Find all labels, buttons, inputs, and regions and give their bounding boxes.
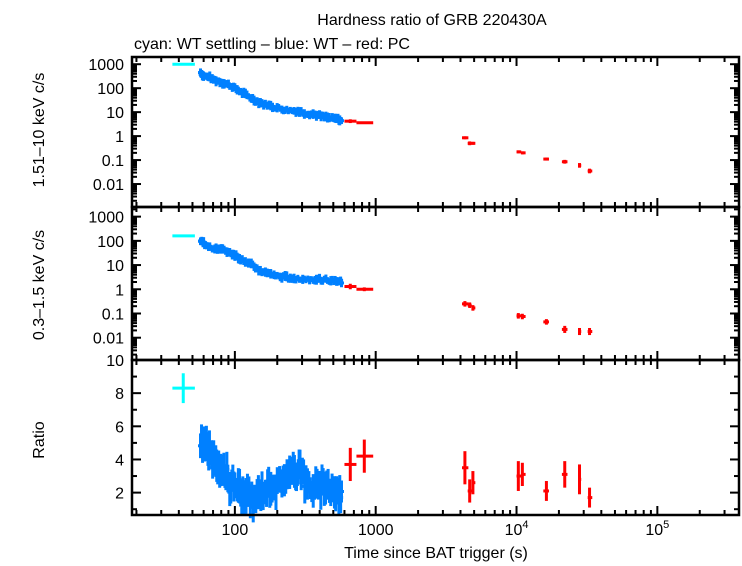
y-tick-label: 10 [106,105,124,122]
y-tick-label: 6 [115,419,124,436]
y-axis-label: 1.51–10 keV c/s [31,73,48,188]
data-point [461,301,469,307]
x-tick-exponent: 5 [663,519,669,531]
data-point [356,287,374,292]
data-point [587,487,593,508]
data-point [471,471,476,495]
data-point [561,325,568,333]
data-point [543,319,549,325]
x-axis-label: Time since BAT trigger (s) [344,545,528,562]
data-point [467,141,472,146]
panel-soft-band-rate: 1000 100 10 1 0.1 0.01 0.3–1.5 keV c/s [31,205,741,362]
x-tick-label: 105 [645,519,669,539]
data-point [543,157,549,161]
y-tick-label: 4 [115,452,124,469]
y-tick-label: 10 [106,258,124,275]
series-wt-settling [172,373,195,404]
data-point [577,464,582,495]
x-tick-label: 100 [222,522,249,539]
data-point [516,313,522,319]
data-point [471,141,476,145]
data-point [561,159,568,164]
data-point [587,327,593,336]
data-point [543,481,549,501]
data-point [467,479,472,503]
data-point [172,62,195,66]
y-tick-label: 0.01 [93,177,124,194]
data-point [339,480,345,503]
y-axis-label: Ratio [31,421,48,458]
data-point [577,327,582,336]
data-point [339,278,345,288]
data-point [172,373,195,404]
y-tick-label: 0.1 [102,153,124,170]
data-point [520,313,526,320]
data-point [577,163,582,168]
panel-frame [130,358,741,517]
data-point [461,451,469,485]
x-tick-label: 104 [505,519,529,539]
y-tick-label: 10 [106,353,124,370]
data-point [172,234,195,238]
data-point [461,136,469,140]
x-tick-label: 1000 [358,522,394,539]
y-axis-label: 0.3–1.5 keV c/s [31,230,48,340]
series-wt-settling [172,234,195,238]
data-point [520,151,526,155]
y-tick-label: 8 [115,386,124,403]
series-pc [344,283,593,336]
y-tick-label: 1 [115,282,124,299]
data-point [516,461,522,491]
data-point [520,462,526,486]
data-point [344,119,357,124]
x-tick-exponent: 4 [522,519,528,531]
series-pc [344,119,593,174]
series-pc [344,439,593,508]
data-point [516,150,522,154]
panel-hard-band-rate: 1000 100 10 1 0.1 0.01 1.51–10 keV c/s [31,55,741,209]
series-wt [197,236,345,288]
y-tick-label: 100 [97,81,124,98]
panel-frame [130,205,741,362]
data-point [356,439,374,473]
panel-ratio: 10 8 6 4 2 Ratio 100 1000 104 105 [31,353,741,539]
y-tick-label: 1000 [88,57,124,74]
y-tick-label: 0.1 [102,306,124,323]
data-point [587,168,593,174]
y-tick-label: 1000 [88,210,124,227]
y-tick-label: 0.01 [93,331,124,348]
y-tick-label: 1 [115,129,124,146]
y-tick-label: 100 [97,234,124,251]
data-point [471,305,476,311]
data-point [356,121,374,125]
data-point [561,461,568,488]
data-point [339,117,345,125]
series-wt [197,68,345,126]
chart-subtitle: cyan: WT settling – blue: WT – red: PC [134,36,410,53]
series-wt-settling [172,62,195,66]
data-point [344,283,357,290]
chart-title: Hardness ratio of GRB 220430A [317,12,547,29]
y-tick-label: 2 [115,486,124,503]
series-wt [197,424,345,523]
data-point [344,447,357,482]
data-point [467,302,472,308]
